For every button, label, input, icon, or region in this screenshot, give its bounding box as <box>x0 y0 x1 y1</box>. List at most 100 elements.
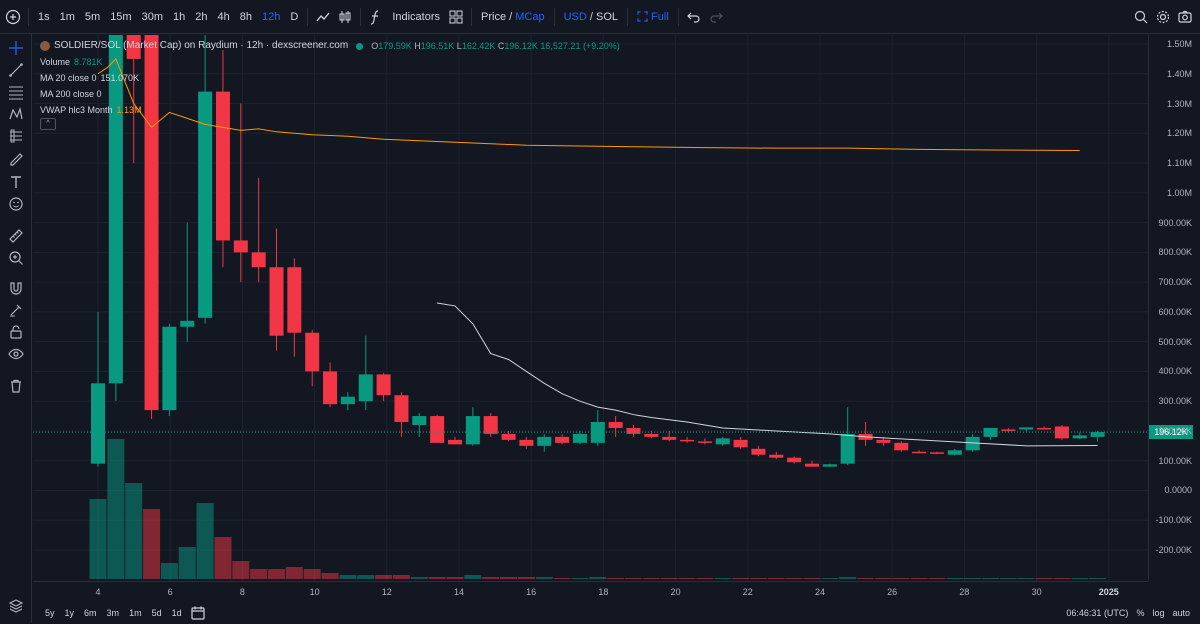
candle-body <box>894 442 909 451</box>
price-chart[interactable] <box>33 35 1148 581</box>
candle-body <box>805 463 819 467</box>
price-tick-label: 1.30M <box>1166 98 1192 109</box>
ma20-legend-row[interactable]: MA 20 close 0 151.070K <box>40 70 620 86</box>
time-tick-label: 22 <box>742 587 753 597</box>
range-5d[interactable]: 5d <box>151 608 162 618</box>
pattern-tool-icon[interactable] <box>6 104 26 124</box>
candle-body <box>876 439 891 443</box>
add-symbol-icon[interactable] <box>2 6 24 28</box>
candle-body <box>483 416 498 434</box>
volume-bar <box>143 509 161 579</box>
object-tree-icon[interactable] <box>6 596 26 616</box>
lock-icon[interactable] <box>6 322 26 342</box>
interval-30m[interactable]: 30m <box>141 10 163 23</box>
text-tool-icon[interactable] <box>6 172 26 192</box>
low-value: 162.42K <box>461 41 496 51</box>
eye-visibility-icon[interactable] <box>6 344 26 364</box>
volume-bar <box>964 578 982 579</box>
candle-body <box>376 374 391 396</box>
ma20-line <box>437 302 1098 447</box>
settings-gear-icon[interactable] <box>1152 6 1174 28</box>
price-mcap-toggle[interactable]: Price / MCap <box>476 11 550 23</box>
ruler-icon[interactable] <box>6 226 26 246</box>
interval-15m[interactable]: 15m <box>110 10 132 23</box>
candle-body <box>233 240 248 253</box>
interval-1s[interactable]: 1s <box>38 10 50 23</box>
interval-D[interactable]: D <box>290 10 299 23</box>
time-axis[interactable]: 4 6 8 10 12 14 16 18 20 22 24 26 28 30 2025 <box>33 581 1148 603</box>
range-5y[interactable]: 5y <box>45 608 55 618</box>
full-button[interactable]: Full <box>632 11 674 23</box>
volume-bar <box>321 573 339 579</box>
log-toggle[interactable]: log <box>1152 608 1165 618</box>
interval-8h[interactable]: 8h <box>239 10 252 23</box>
volume-bar <box>160 563 178 579</box>
volume-bar <box>642 578 660 579</box>
interval-1m[interactable]: 1m <box>59 10 75 23</box>
camera-screenshot-icon[interactable] <box>1174 6 1196 28</box>
collapse-legend-icon[interactable]: ^ <box>40 118 56 130</box>
price-tick-label: -100.00K <box>1155 515 1192 526</box>
volume-bar <box>821 578 839 579</box>
quick-search-icon[interactable] <box>1130 6 1152 28</box>
interval-4h[interactable]: 4h <box>217 10 230 23</box>
time-tick-label: 26 <box>887 587 898 597</box>
bottom-bar: 5y 1y 6m 3m 1m 5d 1d 06:46:31 (UTC) % log auto <box>0 603 1200 623</box>
usd-sol-toggle[interactable]: USD / SOL <box>559 11 623 23</box>
price-axis[interactable]: 196.12K 1.50M 1.40M 1.30M 1.20M 1.10M 1.00M 90… <box>1148 35 1200 581</box>
volume-bar <box>785 578 803 579</box>
indicators-button[interactable]: Indicators <box>392 10 441 23</box>
brush-icon[interactable] <box>6 148 26 168</box>
magnet-icon[interactable] <box>6 278 26 298</box>
line-chart-type-icon[interactable] <box>312 6 334 28</box>
utc-clock[interactable]: 06:46:31 (UTC) <box>1066 608 1129 618</box>
interval-12h[interactable]: 12h <box>262 10 281 23</box>
auto-toggle[interactable]: auto <box>1172 608 1190 618</box>
redo-icon[interactable] <box>705 6 727 28</box>
percent-toggle[interactable]: % <box>1136 608 1145 618</box>
range-1d[interactable]: 1d <box>171 608 182 618</box>
crosshair-icon[interactable] <box>6 38 26 58</box>
emoji-icon[interactable] <box>6 194 26 214</box>
candle-body <box>751 448 766 455</box>
interval-2h[interactable]: 2h <box>195 10 208 23</box>
candle-body <box>822 464 837 467</box>
interval-5m[interactable]: 5m <box>84 10 101 23</box>
candles-chart-type-icon[interactable] <box>334 6 356 28</box>
market-status-icon <box>356 42 364 50</box>
price-tick-label: 700.00K <box>1158 277 1192 288</box>
vwap-legend-row[interactable]: VWAP hlc3 Month 1.13M <box>40 102 620 118</box>
volume-bar <box>892 578 910 579</box>
candle-body <box>287 267 302 333</box>
range-1y[interactable]: 1y <box>64 608 75 618</box>
candle-body <box>340 396 355 405</box>
volume-bar <box>607 578 625 579</box>
prediction-tool-icon[interactable] <box>6 126 26 146</box>
price-tick-label: 400.00K <box>1158 366 1192 377</box>
templates-icon[interactable] <box>445 6 467 28</box>
price-tick-label: 800.00K <box>1158 247 1192 258</box>
go-to-date-icon[interactable] <box>189 602 207 624</box>
stay-in-drawing-icon[interactable] <box>6 300 26 320</box>
chart-pane[interactable] <box>33 35 1148 581</box>
range-3m[interactable]: 3m <box>106 608 120 618</box>
time-tick-label: 20 <box>670 587 681 597</box>
toolbar-divider <box>677 7 679 26</box>
zoom-in-icon[interactable] <box>6 248 26 268</box>
range-1m[interactable]: 1m <box>129 608 142 618</box>
interval-1h[interactable]: 1h <box>173 10 186 23</box>
symbol-title[interactable]: SOLDIER/SOL (Market Cap) on Raydium · 12… <box>54 40 349 51</box>
time-tick-label: 2025 <box>1098 587 1119 597</box>
candle-body <box>697 441 712 443</box>
fib-retracement-icon[interactable] <box>6 82 26 102</box>
trend-line-icon[interactable] <box>6 60 26 80</box>
volume-bar <box>839 577 857 579</box>
ma200-legend-row[interactable]: MA 200 close 0 <box>40 86 620 102</box>
range-6m[interactable]: 6m <box>84 608 97 618</box>
trash-icon[interactable] <box>6 376 26 396</box>
candle-body <box>305 332 320 372</box>
toolbar-divider <box>553 7 555 26</box>
undo-icon[interactable] <box>683 6 705 28</box>
function-indicators-icon[interactable] <box>365 6 387 28</box>
volume-legend-row[interactable]: Volume 8.781K <box>40 54 620 70</box>
